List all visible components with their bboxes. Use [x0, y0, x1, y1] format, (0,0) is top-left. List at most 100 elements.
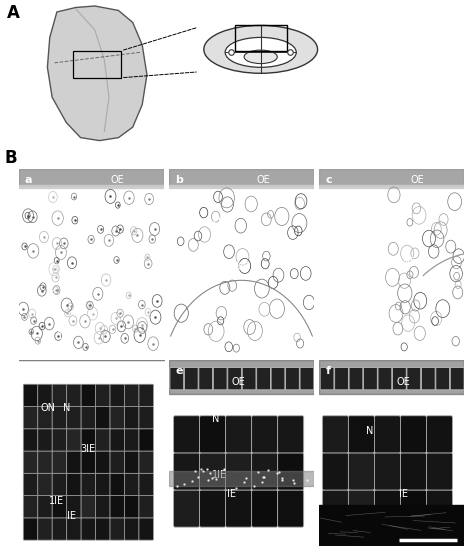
- FancyBboxPatch shape: [421, 367, 435, 390]
- Text: IE: IE: [399, 489, 408, 499]
- FancyBboxPatch shape: [364, 367, 377, 390]
- FancyBboxPatch shape: [38, 384, 52, 407]
- FancyBboxPatch shape: [374, 490, 401, 527]
- Text: f: f: [325, 366, 330, 376]
- Text: ON: ON: [212, 216, 228, 226]
- Bar: [169, 169, 314, 186]
- FancyBboxPatch shape: [348, 490, 374, 527]
- Text: N: N: [391, 216, 398, 226]
- FancyBboxPatch shape: [81, 384, 96, 407]
- FancyBboxPatch shape: [23, 451, 38, 473]
- Polygon shape: [47, 6, 147, 141]
- FancyBboxPatch shape: [427, 453, 453, 490]
- Bar: [19, 169, 164, 186]
- FancyBboxPatch shape: [81, 407, 96, 429]
- FancyBboxPatch shape: [125, 384, 139, 407]
- FancyBboxPatch shape: [110, 518, 125, 540]
- Text: 1IE: 1IE: [212, 470, 228, 480]
- Text: ON: ON: [40, 403, 55, 413]
- FancyBboxPatch shape: [81, 429, 96, 451]
- Text: N: N: [366, 425, 374, 435]
- FancyBboxPatch shape: [348, 416, 374, 453]
- Text: OE: OE: [82, 365, 95, 375]
- Text: IE: IE: [66, 511, 75, 521]
- FancyBboxPatch shape: [226, 416, 252, 453]
- Bar: [73, 51, 121, 78]
- FancyBboxPatch shape: [81, 473, 96, 496]
- Bar: [169, 184, 314, 188]
- FancyBboxPatch shape: [67, 451, 81, 473]
- Text: 1IE: 1IE: [212, 297, 228, 307]
- FancyBboxPatch shape: [52, 451, 67, 473]
- FancyBboxPatch shape: [23, 518, 38, 540]
- FancyBboxPatch shape: [427, 490, 453, 527]
- Bar: [319, 184, 464, 188]
- FancyBboxPatch shape: [38, 518, 52, 540]
- FancyBboxPatch shape: [252, 490, 278, 527]
- FancyBboxPatch shape: [200, 416, 226, 453]
- FancyBboxPatch shape: [125, 407, 139, 429]
- FancyBboxPatch shape: [96, 451, 110, 473]
- FancyBboxPatch shape: [252, 416, 278, 453]
- FancyBboxPatch shape: [450, 367, 464, 390]
- FancyBboxPatch shape: [184, 367, 198, 390]
- FancyBboxPatch shape: [139, 451, 154, 473]
- Text: d: d: [25, 366, 33, 376]
- Ellipse shape: [244, 50, 277, 64]
- FancyBboxPatch shape: [23, 384, 38, 407]
- FancyBboxPatch shape: [52, 518, 67, 540]
- FancyBboxPatch shape: [110, 496, 125, 518]
- Text: IE: IE: [227, 311, 236, 321]
- FancyBboxPatch shape: [378, 367, 392, 390]
- Text: 1L: 1L: [56, 331, 68, 341]
- FancyBboxPatch shape: [427, 416, 453, 453]
- Text: b: b: [175, 175, 183, 184]
- Text: A: A: [7, 4, 20, 23]
- Text: a: a: [25, 175, 32, 184]
- FancyBboxPatch shape: [374, 453, 401, 490]
- FancyBboxPatch shape: [125, 429, 139, 451]
- FancyBboxPatch shape: [96, 518, 110, 540]
- Text: 1IE: 1IE: [352, 297, 367, 307]
- FancyBboxPatch shape: [401, 490, 427, 527]
- Text: N: N: [66, 223, 73, 233]
- FancyBboxPatch shape: [242, 367, 256, 390]
- FancyBboxPatch shape: [81, 496, 96, 518]
- Text: OE: OE: [256, 175, 270, 185]
- FancyBboxPatch shape: [374, 416, 401, 453]
- FancyBboxPatch shape: [67, 384, 81, 407]
- Text: OE: OE: [232, 377, 246, 387]
- Text: N: N: [212, 414, 219, 424]
- FancyBboxPatch shape: [392, 367, 406, 390]
- FancyBboxPatch shape: [436, 367, 449, 390]
- FancyBboxPatch shape: [170, 367, 183, 390]
- FancyBboxPatch shape: [278, 453, 304, 490]
- FancyBboxPatch shape: [401, 416, 427, 453]
- Text: 3IE: 3IE: [234, 263, 249, 273]
- FancyBboxPatch shape: [125, 518, 139, 540]
- FancyBboxPatch shape: [335, 367, 348, 390]
- Text: 1L: 1L: [233, 333, 245, 343]
- FancyBboxPatch shape: [67, 429, 81, 451]
- FancyBboxPatch shape: [96, 473, 110, 496]
- Text: 3IE: 3IE: [401, 257, 417, 267]
- FancyBboxPatch shape: [173, 416, 200, 453]
- FancyBboxPatch shape: [257, 367, 270, 390]
- Bar: [169, 360, 314, 393]
- FancyBboxPatch shape: [110, 384, 125, 407]
- Text: N: N: [63, 403, 70, 413]
- FancyBboxPatch shape: [52, 407, 67, 429]
- FancyBboxPatch shape: [320, 367, 334, 390]
- FancyBboxPatch shape: [407, 367, 421, 390]
- FancyBboxPatch shape: [52, 473, 67, 496]
- FancyBboxPatch shape: [322, 453, 348, 490]
- Bar: [235, 25, 287, 51]
- FancyBboxPatch shape: [52, 429, 67, 451]
- FancyBboxPatch shape: [139, 473, 154, 496]
- FancyBboxPatch shape: [96, 429, 110, 451]
- FancyBboxPatch shape: [52, 384, 67, 407]
- Text: c: c: [325, 175, 332, 184]
- FancyBboxPatch shape: [125, 473, 139, 496]
- FancyBboxPatch shape: [322, 416, 348, 453]
- Bar: [319, 505, 464, 546]
